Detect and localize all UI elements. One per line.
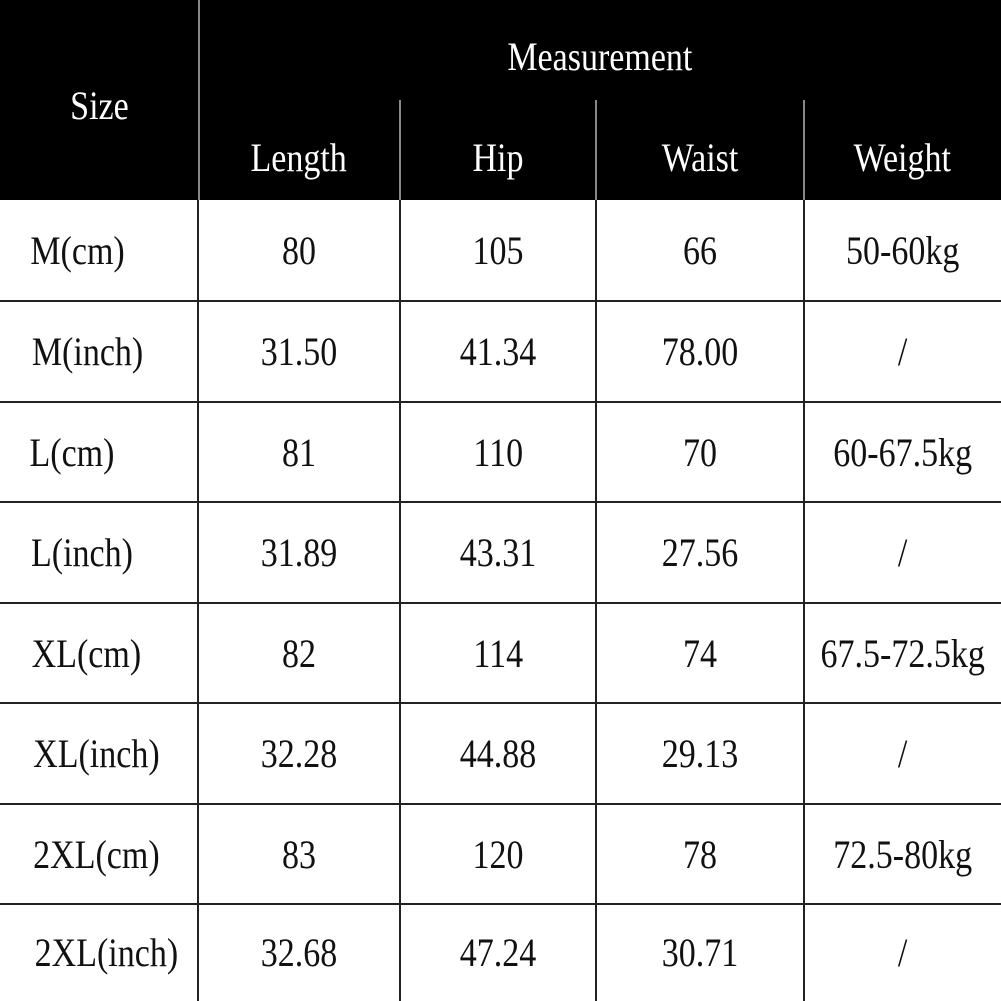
table-cell: L(inch): [30, 530, 133, 575]
table-cell: 80: [282, 228, 316, 273]
column-header: Length: [250, 135, 348, 180]
table-cell: 81: [282, 429, 316, 475]
row-divider: [0, 401, 1001, 403]
table-cell: /: [897, 930, 908, 975]
column-header: Waist: [661, 135, 739, 180]
column-divider: [197, 200, 199, 1001]
header-band: [0, 0, 1001, 200]
row-divider: [0, 803, 1001, 805]
table-cell: L(cm): [29, 429, 115, 475]
table-cell: 41.34: [459, 329, 537, 374]
table-cell: 32.28: [260, 731, 338, 776]
table-cell: 50-60kg: [845, 228, 960, 273]
table-cell: M(inch): [31, 329, 144, 374]
table-cell: 83: [282, 831, 316, 877]
table-cell: 110: [473, 429, 523, 475]
table-cell: 29.13: [661, 731, 739, 776]
table-cell: 74: [683, 630, 717, 676]
table-cell: 78: [683, 831, 717, 877]
table-cell: 2XL(inch): [34, 930, 179, 975]
table-cell: 32.68: [260, 930, 338, 975]
row-divider: [0, 602, 1001, 604]
column-divider: [803, 200, 805, 1001]
header-divider: [803, 100, 805, 200]
row-divider: [0, 702, 1001, 704]
header-divider: [198, 0, 200, 200]
table-cell: 67.5-72.5kg: [820, 630, 985, 676]
table-cell: /: [897, 530, 908, 575]
table-cell: XL(inch): [33, 731, 160, 776]
column-divider: [595, 200, 597, 1001]
table-cell: 78.00: [661, 329, 739, 374]
table-cell: 2XL(cm): [33, 831, 160, 877]
table-cell: 31.89: [260, 530, 338, 575]
table-cell: 105: [472, 228, 524, 273]
table-cell: XL(cm): [31, 630, 142, 676]
table-cell: 31.50: [260, 329, 338, 374]
table-cell: 44.88: [459, 731, 537, 776]
table-cell: M(cm): [30, 228, 125, 273]
row-divider: [0, 300, 1001, 302]
table-cell: 72.5-80kg: [833, 831, 972, 877]
table-cell: 82: [282, 630, 316, 676]
table-cell: 27.56: [661, 530, 739, 575]
table-cell: 47.24: [459, 930, 537, 975]
size-header: Size: [69, 82, 129, 128]
column-divider: [399, 200, 401, 1001]
table-cell: 30.71: [661, 930, 739, 975]
table-cell: /: [897, 731, 908, 776]
row-divider: [0, 903, 1001, 905]
header-divider: [399, 100, 401, 200]
row-divider: [0, 501, 1001, 503]
column-header: Hip: [472, 135, 524, 180]
measurement-header: Measurement: [506, 33, 693, 79]
table-cell: 70: [683, 429, 717, 475]
table-cell: 43.31: [459, 530, 537, 575]
table-cell: 120: [472, 831, 524, 877]
header-divider: [595, 100, 597, 200]
table-cell: 60-67.5kg: [833, 429, 972, 475]
table-cell: 66: [683, 228, 717, 273]
table-cell: 114: [473, 630, 523, 676]
column-header: Weight: [853, 135, 952, 180]
table-cell: /: [897, 329, 908, 374]
